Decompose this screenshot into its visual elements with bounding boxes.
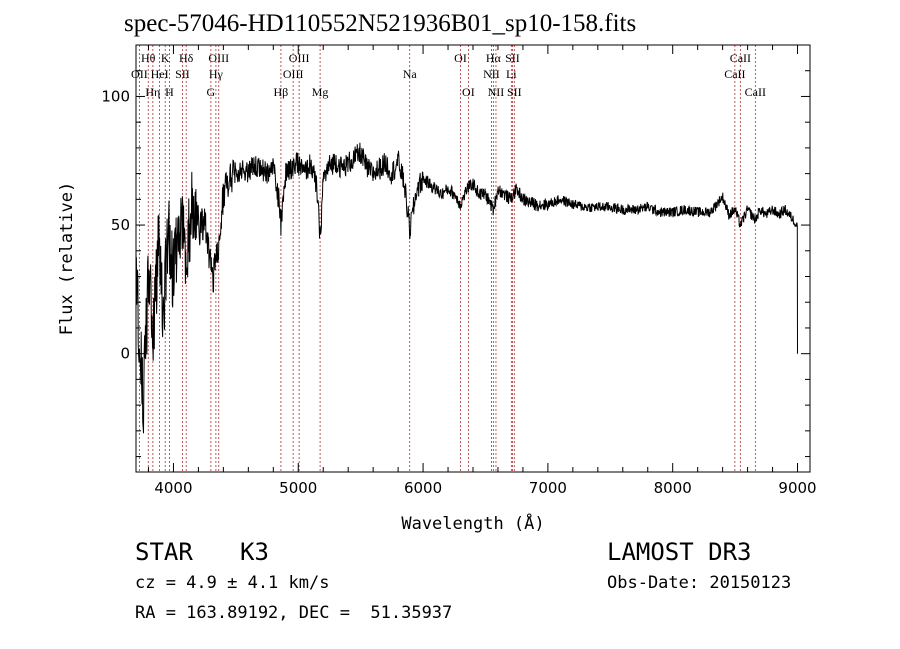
line-marker-label: OIII [289, 51, 310, 65]
y-axis-label: Flux (relative) [57, 182, 77, 336]
line-marker-label: Na [403, 67, 418, 81]
spectral-class-label: K3 [240, 538, 269, 566]
coordinates-label: RA = 163.89192, DEC = 51.35937 [135, 603, 453, 623]
x-tick-label: 5000 [279, 479, 317, 497]
line-marker-label: Hα [486, 51, 502, 65]
spectrum-layer [135, 142, 798, 434]
object-type-label: STAR [135, 538, 193, 566]
spectrum-line [135, 142, 798, 434]
y-tick-label: 0 [120, 345, 130, 363]
line-marker-label: HeI [151, 67, 169, 81]
redshift-velocity-label: cz = 4.9 ± 4.1 km/s [135, 573, 330, 593]
line-marker-label: Mg [312, 85, 329, 99]
line-marker-label: Hβ [274, 85, 289, 99]
line-marker-label: NII [483, 67, 500, 81]
axes-layer [135, 44, 811, 473]
line-marker-label: OI [454, 51, 467, 65]
x-axis-label: Wavelength (Å) [401, 512, 544, 534]
observation-date-label: Obs-Date: 20150123 [607, 573, 792, 593]
line-marker-label: OIII [283, 67, 304, 81]
line-marker-label: Hδ [179, 51, 194, 65]
x-tick-label: 9000 [778, 479, 816, 497]
line-marker-label: OI [462, 85, 475, 99]
x-tick-label: 4000 [154, 479, 192, 497]
survey-name-label: LAMOST DR3 [607, 538, 752, 566]
line-marker-label: SII [507, 85, 522, 99]
line-marker-layer [138, 45, 756, 472]
x-tick-label: 7000 [529, 479, 567, 497]
line-marker-label: SII [175, 67, 190, 81]
label-layer: OIIHθHηHeIKHSIIHδGHγOIIIHβOIIIOIIIMgNaOI… [57, 51, 817, 534]
x-tick-label: 8000 [654, 479, 692, 497]
plot-frame [135, 44, 811, 473]
line-marker-label: CaII [745, 85, 766, 99]
line-marker-label: K [161, 51, 170, 65]
line-marker-label: CaII [730, 51, 751, 65]
line-marker-label: Li [506, 67, 517, 81]
line-marker-label: OII [131, 67, 148, 81]
chart-title: spec-57046-HD110552N521936B01_sp10-158.f… [124, 10, 637, 37]
line-marker-label: SII [505, 51, 520, 65]
line-marker-label: Hγ [209, 67, 224, 81]
x-tick-label: 6000 [404, 479, 442, 497]
line-marker-label: OIII [208, 51, 229, 65]
line-marker-label: H [165, 85, 174, 99]
y-tick-label: 100 [101, 87, 130, 105]
line-marker-label: Hη [145, 85, 160, 99]
line-marker-label: Hθ [141, 51, 156, 65]
line-marker-label: CaII [724, 67, 745, 81]
y-tick-label: 50 [111, 216, 130, 234]
line-marker-label: G [207, 85, 216, 99]
line-marker-label: NII [488, 85, 505, 99]
